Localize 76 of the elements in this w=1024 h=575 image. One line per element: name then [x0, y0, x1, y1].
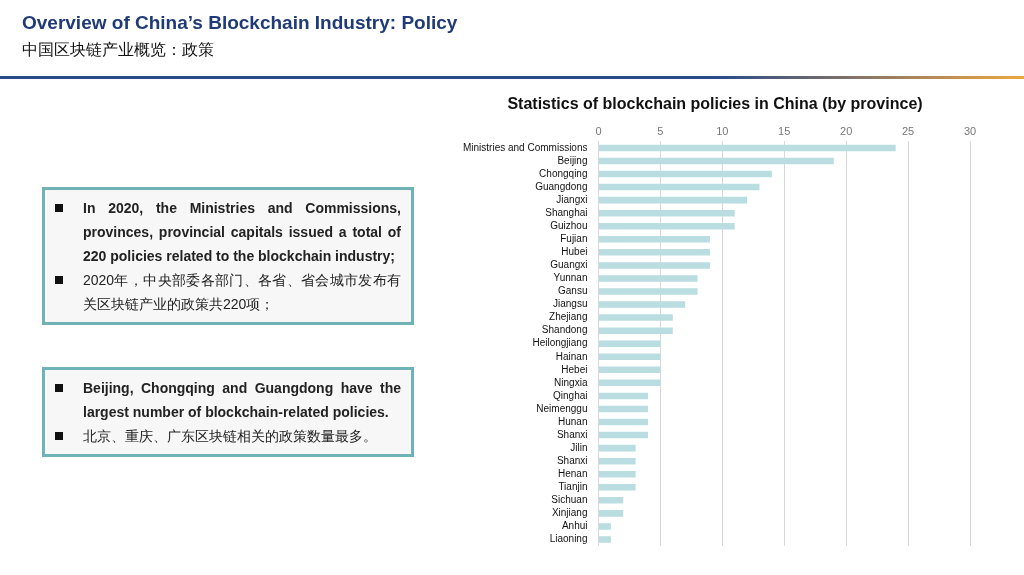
bar: [598, 196, 748, 204]
bar: [598, 288, 698, 295]
bar: [598, 457, 636, 465]
bar: [598, 484, 636, 491]
y-tick-label: Zhejiang: [549, 311, 588, 323]
text: Beijing, Chongqing and Guangdong have the largest number of blockchain-related policies.: [83, 379, 401, 422]
bar: [598, 405, 649, 413]
y-tick-label: Guangxi: [550, 259, 588, 271]
text: Overview of China’s Blockchain Industry: Policy: [22, 12, 458, 34]
bar: [598, 379, 661, 387]
x-tick-label: 30: [963, 124, 977, 137]
y-tick-label: Tianjin: [558, 481, 588, 493]
x-tick-label: 25: [901, 124, 915, 137]
y-tick-label: Shanxi: [556, 454, 588, 466]
y-tick-label: Liaoning: [549, 533, 588, 545]
y-tick-label: Shanxi: [556, 428, 588, 440]
x-tick-label: 10: [716, 124, 729, 137]
y-tick-label: Sichuan: [551, 494, 588, 506]
bar: [598, 301, 686, 308]
y-tick-label: Shanghai: [545, 206, 588, 218]
y-tick-label: Fujian: [560, 233, 588, 245]
y-tick-label: Neimenggu: [536, 402, 588, 414]
bar: [598, 275, 698, 282]
bar: [598, 353, 661, 361]
y-tick-label: Xinjiang: [551, 507, 588, 519]
y-tick-label: Guangdong: [535, 180, 588, 192]
bar: [598, 144, 896, 152]
text: In 2020, the Ministries and Commissions, provinces, provincial capitals issued a total of 220 policies related to the blockchain industry;: [83, 199, 401, 266]
bar: [598, 183, 760, 191]
bar: [598, 523, 611, 530]
y-tick-label: Jilin: [570, 441, 588, 453]
bar: [598, 157, 834, 165]
bar: [598, 392, 649, 400]
y-tick-label: Qinghai: [553, 389, 588, 401]
y-tick-label: Hubei: [561, 246, 588, 258]
text: 2020年，中央部委各部门、各省、省会城市发布有关区块链产业的政策共220项；: [83, 271, 401, 314]
y-tick-label: Gansu: [558, 285, 588, 297]
text: 北京、重庆、广东区块链相关的政策数量最多。: [83, 427, 377, 446]
y-tick-label: Hunan: [558, 415, 588, 427]
bar: [598, 249, 710, 256]
y-tick-label: Beijing: [557, 154, 588, 166]
bar: [598, 366, 661, 374]
bar: [598, 327, 673, 334]
bar: [598, 236, 710, 243]
bar: [598, 222, 735, 230]
y-tick-label: Hebei: [561, 363, 588, 375]
bar: [598, 431, 649, 439]
bar: [598, 170, 772, 178]
bar: [598, 497, 624, 504]
y-tick-label: Ningxia: [554, 376, 588, 388]
y-tick-label: Anhui: [561, 520, 588, 532]
y-tick-label: Jiangsu: [553, 298, 588, 310]
bar: [598, 209, 735, 217]
bar: [598, 536, 611, 543]
bar: [598, 444, 636, 452]
y-tick-label: Jiangxi: [556, 193, 588, 205]
y-tick-label: Shandong: [541, 324, 588, 336]
bar: [598, 314, 673, 321]
x-tick-label: 5: [657, 124, 664, 137]
y-tick-label: Ministries and Commissions: [462, 141, 588, 153]
text: 中国区块链产业概览：政策: [22, 40, 214, 60]
y-tick-label: Hainan: [555, 350, 588, 362]
y-tick-label: Yunnan: [553, 272, 588, 284]
bar: [598, 340, 661, 347]
y-tick-label: Heilongjiang: [532, 337, 588, 349]
x-tick-label: 15: [778, 124, 791, 137]
bar: [598, 418, 649, 426]
y-tick-label: Guizhou: [550, 219, 588, 231]
chart-title: Statistics of blockchain policies in China (by province): [507, 95, 923, 113]
x-tick-label: 20: [840, 124, 853, 137]
y-tick-label: Henan: [558, 467, 588, 479]
bar: [598, 470, 636, 478]
bar: [598, 262, 710, 269]
x-tick-label: 0: [595, 124, 602, 137]
bar: [598, 510, 624, 517]
y-tick-label: Chongqing: [539, 167, 588, 179]
